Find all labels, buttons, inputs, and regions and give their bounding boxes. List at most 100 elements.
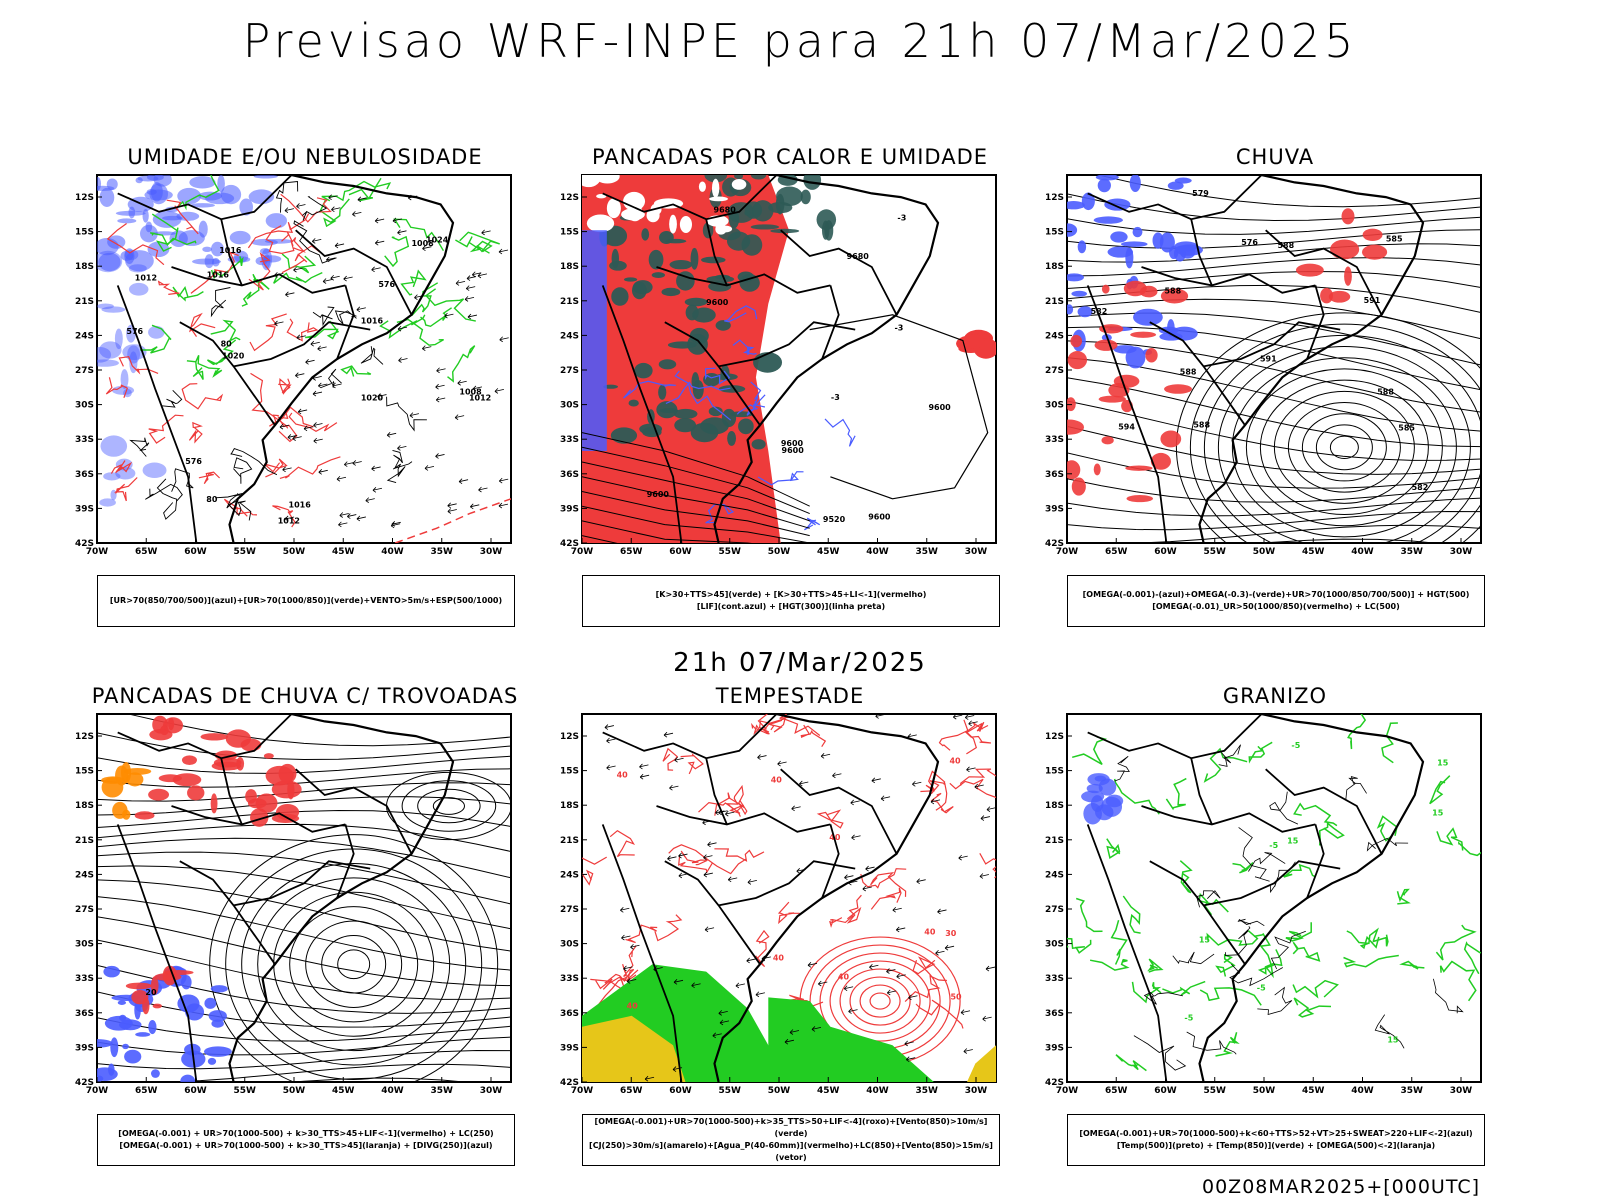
contour-line (1366, 837, 1409, 852)
contour-line (186, 360, 204, 380)
wind-vector (312, 390, 323, 397)
wind-vector (626, 978, 637, 984)
streamline (97, 879, 511, 952)
lat-label: 42S (560, 1078, 579, 1088)
contour-line (1131, 981, 1162, 1004)
legend-line: [Temp(500)](preto) + [Temp(850)](verde) … (1116, 1141, 1436, 1150)
isoline (582, 461, 810, 522)
wind-vector (916, 878, 926, 885)
shaded-area (208, 1010, 227, 1022)
contour-line (757, 471, 804, 486)
shaded-area (659, 230, 674, 245)
shaded-area (1095, 804, 1114, 821)
wind-vector (465, 285, 476, 291)
wind-vector (784, 1038, 795, 1045)
contour-label: 9600 (928, 403, 951, 412)
contour-label: -5 (1184, 1014, 1193, 1023)
wind-vector (817, 980, 828, 987)
map-panel: CHUVA 585 585 588 588 591 588 594 591 588 582 579 57… (1045, 145, 1505, 635)
shaded-area (1067, 223, 1078, 237)
wind-vector (435, 396, 446, 403)
shaded-area (962, 334, 985, 349)
contour-line (665, 381, 731, 405)
wind-vector (886, 968, 896, 974)
shaded-area (1164, 384, 1193, 394)
wind-vector (862, 885, 872, 892)
shaded-area (211, 761, 242, 771)
streamline (97, 1049, 511, 1070)
lat-label: 30S (75, 940, 94, 950)
isoline (859, 984, 901, 1018)
contour-line (960, 768, 996, 786)
contour-label: 40 (617, 771, 629, 780)
shaded-area (1320, 287, 1333, 304)
wind-vector (691, 982, 701, 989)
lat-label: 39S (75, 1043, 94, 1053)
wind-vector (336, 475, 347, 482)
wind-vector (963, 1048, 973, 1054)
contour-line (1429, 775, 1451, 805)
wind-vector (279, 423, 290, 430)
wind-vector (832, 772, 842, 779)
panel-legend: [OMEGA(-0.001)+UR>70(1000-500)+k<60+TTS>… (1067, 1114, 1485, 1166)
lat-label: 36S (1045, 1009, 1064, 1019)
isoline (809, 314, 989, 500)
shaded-area (610, 427, 638, 444)
shaded-area (127, 345, 141, 364)
lat-label: 21S (75, 836, 94, 846)
shaded-area (181, 755, 197, 765)
shaded-area (190, 203, 215, 208)
contour-line (930, 792, 954, 814)
contour-line (1458, 841, 1481, 857)
map-content: 960096009600960096009600968096809520-3-3… (582, 175, 996, 543)
contour-line (1114, 755, 1130, 782)
shaded-area (1077, 240, 1087, 254)
contour-label: 1008 (459, 387, 482, 396)
contour-line (1147, 958, 1164, 973)
shaded-area (101, 306, 126, 313)
wind-vector (322, 278, 333, 284)
shaded-area (776, 186, 803, 207)
contour-line (210, 256, 244, 279)
wind-vector (843, 985, 854, 992)
contour-label: 1016 (361, 316, 384, 325)
shaded-area (114, 328, 123, 350)
contour-line (129, 437, 150, 457)
contour-line (1253, 932, 1274, 979)
contour-line (1436, 827, 1464, 851)
coastline (228, 714, 455, 1082)
shaded-area (153, 175, 172, 187)
contour-label: 40 (773, 953, 785, 962)
lat-label: 39S (560, 1043, 579, 1053)
contour-line (1270, 930, 1306, 970)
contour-line (340, 365, 372, 377)
streamline (1067, 243, 1481, 263)
contour-line (1206, 930, 1259, 946)
wind-vector (328, 194, 338, 201)
lat-label: 33S (75, 435, 94, 445)
contour-label: 582 (1091, 307, 1108, 316)
panel-legend: [OMEGA(-0.001)+UR>70(1000-500)+k>35_TTS>… (582, 1114, 1000, 1166)
wind-vector (282, 466, 292, 473)
wind-vector (374, 239, 385, 246)
shaded-area (1071, 290, 1087, 297)
contour-line (175, 175, 220, 211)
wind-vector (477, 272, 488, 279)
contour-line (281, 231, 306, 253)
shaded-area (1113, 374, 1140, 388)
shaded-area (582, 230, 607, 451)
contour-label: 9520 (823, 515, 846, 524)
country-border (336, 285, 355, 360)
shaded-area (704, 175, 728, 183)
contour-label: 9600 (647, 490, 670, 499)
wind-vector (386, 432, 397, 438)
shaded-area (1086, 783, 1103, 794)
lon-label: 55W (234, 547, 257, 557)
wind-vector (718, 1010, 728, 1016)
contour-label: 1020 (361, 393, 384, 402)
wind-vector (334, 242, 345, 249)
contour-line (1224, 926, 1251, 956)
lat-label: 30S (1045, 940, 1064, 950)
wind-vector (478, 486, 488, 493)
contour-line (1374, 1014, 1405, 1049)
